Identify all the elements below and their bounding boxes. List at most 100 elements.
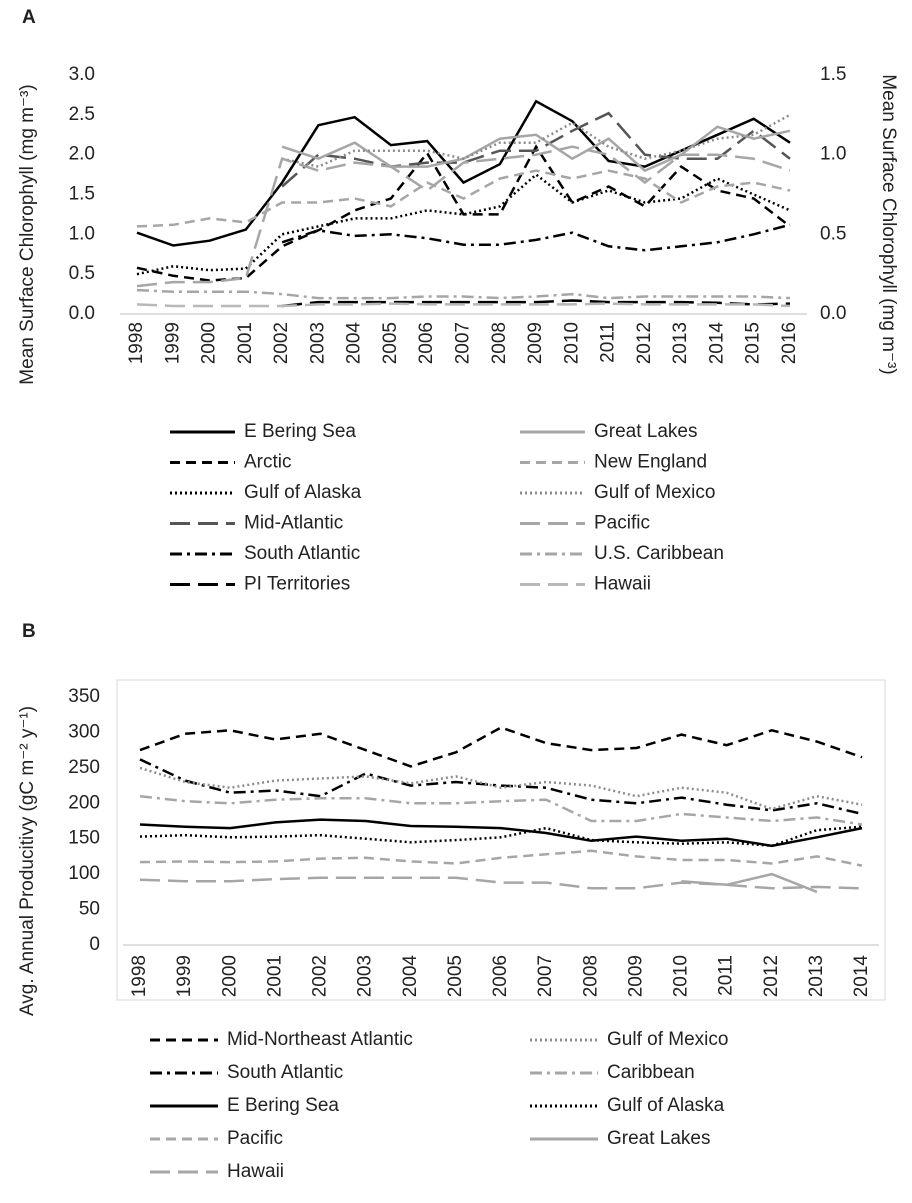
series-line — [136, 302, 791, 308]
legend-label: Hawaii — [594, 574, 651, 595]
legend-label: E Bering Sea — [244, 421, 356, 442]
x-tick-label: 1999 — [162, 322, 183, 364]
legend-label: Caribbean — [607, 1062, 695, 1083]
series-line — [139, 766, 863, 811]
x-tick-label: 2002 — [310, 955, 331, 997]
legend-label: Hawaii — [227, 1161, 284, 1182]
y-tick-label: 50 — [79, 899, 100, 920]
legend-label: Pacific — [227, 1128, 283, 1149]
x-tick-label: 2004 — [400, 955, 421, 998]
series-line — [681, 872, 818, 894]
y2-axis-title: Mean Surface Chlorophyll (mg m⁻³) — [878, 74, 899, 374]
x-tick-label: 2013 — [670, 322, 691, 364]
x-tick-label: 2001 — [235, 322, 256, 364]
legend-label: Great Lakes — [594, 421, 698, 442]
x-tick-label: 2014 — [851, 955, 872, 998]
legend-label: U.S. Caribbean — [594, 543, 724, 564]
legend-label: New England — [594, 452, 707, 473]
legend-label: Mid-Atlantic — [244, 513, 343, 534]
x-tick-label: 2007 — [453, 322, 474, 364]
legend-label: Gulf of Alaska — [607, 1095, 725, 1116]
legend-label: South Atlantic — [244, 543, 360, 564]
x-tick-label: 2000 — [199, 322, 220, 364]
y-tick-label: 0.0 — [69, 303, 95, 324]
y-tick-label: 300 — [68, 721, 100, 742]
y-tick-label: 350 — [68, 686, 100, 707]
y2-tick-label: 1.5 — [820, 64, 846, 85]
series-line — [281, 111, 791, 188]
x-tick-label: 2012 — [761, 955, 782, 997]
legend-label: Great Lakes — [607, 1128, 711, 1149]
x-tick-label: 2001 — [264, 955, 285, 997]
series-line — [139, 818, 863, 848]
x-tick-label: 2005 — [380, 322, 401, 364]
x-tick-label: 2004 — [344, 322, 365, 365]
series-line — [136, 144, 791, 282]
x-tick-label: 2010 — [671, 955, 692, 997]
x-tick-label: 2015 — [743, 322, 764, 364]
x-tick-label: 2008 — [489, 322, 510, 364]
series-line — [139, 794, 863, 826]
x-tick-label: 2006 — [416, 322, 437, 364]
y-tick-label: 150 — [68, 828, 100, 849]
series-line — [136, 172, 791, 276]
y-tick-label: 1.5 — [69, 184, 95, 205]
series-line — [136, 288, 791, 300]
series-line — [136, 169, 791, 228]
y2-tick-label: 0.5 — [820, 223, 846, 244]
x-tick-label: 2011 — [598, 322, 619, 363]
x-tick-label: 1998 — [126, 322, 147, 364]
legend-label: PI Territories — [244, 574, 350, 595]
y-axis-title: Avg. Annual Producitivy (gC m⁻² y⁻¹) — [17, 706, 38, 1016]
x-tick-label: 2013 — [806, 955, 827, 997]
y-axis-title: Mean Surface Chlorophyll (mg m⁻³) — [17, 84, 38, 384]
legend-label: E Bering Sea — [227, 1095, 339, 1116]
legend-label: Arctic — [244, 452, 292, 473]
y-tick-label: 2.5 — [69, 104, 95, 125]
legend-label: Mid-Northeast Atlantic — [227, 1029, 413, 1050]
series-line — [281, 223, 791, 252]
x-tick-label: 2011 — [716, 955, 737, 996]
series-line — [281, 299, 791, 308]
x-tick-label: 2009 — [625, 955, 646, 997]
series-line — [139, 726, 863, 768]
y2-tick-label: 1.0 — [820, 144, 846, 165]
x-tick-label: 2006 — [490, 955, 511, 997]
legend-label: Pacific — [594, 513, 650, 534]
x-tick-label: 2010 — [561, 322, 582, 364]
x-tick-label: 2003 — [355, 955, 376, 997]
x-tick-label: 2014 — [706, 322, 727, 365]
x-tick-label: 1999 — [174, 955, 195, 997]
series-line — [139, 825, 863, 848]
x-tick-label: 2000 — [219, 955, 240, 997]
y-tick-label: 100 — [68, 863, 100, 884]
series-line — [281, 125, 791, 173]
x-tick-label: 1998 — [129, 955, 150, 997]
x-tick-label: 2008 — [580, 955, 601, 997]
y-tick-label: 3.0 — [69, 64, 95, 85]
legend-label: Gulf of Mexico — [594, 482, 715, 503]
series-line — [139, 758, 863, 816]
panel-label: A — [22, 7, 36, 28]
x-tick-label: 2009 — [525, 322, 546, 364]
x-tick-label: 2003 — [307, 322, 328, 364]
y2-tick-label: 0.0 — [820, 303, 846, 324]
legend-label: Gulf of Alaska — [244, 482, 362, 503]
legend-label: Gulf of Mexico — [607, 1029, 728, 1050]
y-tick-label: 0.5 — [69, 263, 95, 284]
x-tick-label: 2007 — [535, 955, 556, 997]
series-line — [136, 145, 791, 288]
series-line — [139, 876, 863, 890]
y-tick-label: 2.0 — [69, 144, 95, 165]
y-tick-label: 250 — [68, 757, 100, 778]
y-tick-label: 0 — [89, 934, 100, 955]
x-tick-label: 2002 — [271, 322, 292, 364]
legend-label: South Atlantic — [227, 1062, 343, 1083]
plot-frame — [116, 679, 886, 1001]
panel-label: B — [22, 621, 36, 642]
series-line — [139, 849, 863, 867]
x-tick-label: 2016 — [779, 322, 800, 364]
x-tick-label: 2005 — [445, 955, 466, 997]
series-line — [136, 99, 791, 247]
